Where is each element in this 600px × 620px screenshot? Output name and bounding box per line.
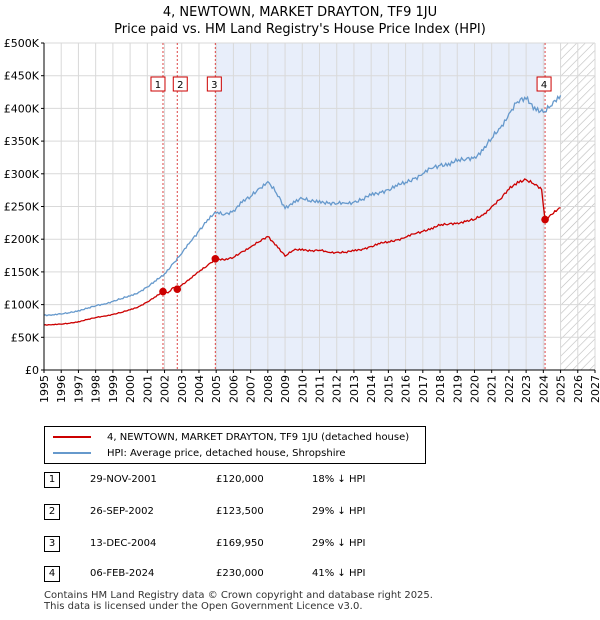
x-tick-label: 2023 — [520, 375, 533, 403]
x-tick-label: 2002 — [159, 375, 172, 403]
sale-hpi-diff: 18% ↓ HPI — [312, 474, 366, 485]
x-tick-label: 2011 — [314, 375, 327, 403]
x-tick-label: 2019 — [451, 375, 464, 403]
sale-marker-label: 3 — [211, 80, 217, 91]
y-tick-label: £350K — [4, 135, 40, 148]
x-tick-label: 2025 — [555, 375, 568, 403]
y-tick-label: £100K — [4, 299, 40, 312]
x-tick-label: 2013 — [348, 375, 361, 403]
property-line — [44, 178, 561, 326]
title-line-1: 4, NEWTOWN, MARKET DRAYTON, TF9 1JU — [162, 5, 438, 20]
legend-swatch-property — [53, 436, 91, 438]
legend: 4, NEWTOWN, MARKET DRAYTON, TF9 1JU (det… — [44, 426, 426, 464]
sale-point — [541, 215, 549, 224]
sale-price: £230,000 — [216, 568, 264, 579]
x-tick-label: 2027 — [589, 375, 600, 403]
sale-number-badge: 1 — [44, 472, 60, 488]
x-tick-label: 2018 — [434, 375, 447, 403]
sale-marker-box-frame — [150, 76, 166, 92]
legend-item-hpi: HPI: Average price, detached house, Shro… — [53, 445, 346, 461]
sale-row: 2 26-SEP-2002 £123,500 29% ↓ HPI — [44, 504, 464, 522]
sale-price: £169,950 — [216, 538, 264, 549]
legend-label-hpi: HPI: Average price, detached house, Shro… — [107, 447, 346, 459]
x-tick-label: 2003 — [176, 375, 189, 403]
sale-row: 4 06-FEB-2024 £230,000 41% ↓ HPI — [44, 566, 464, 584]
x-tick-label: 2008 — [262, 375, 275, 403]
x-tick-label: 2000 — [124, 375, 137, 403]
sale-marker-label: 2 — [177, 80, 183, 91]
x-tick-label: 2017 — [417, 375, 430, 403]
x-tick-label: 2024 — [537, 375, 550, 403]
y-tick-label: £250K — [4, 201, 40, 214]
x-tick-label: 2012 — [331, 375, 344, 403]
sale-price: £120,000 — [216, 474, 264, 485]
legend-swatch-hpi — [53, 452, 91, 454]
price-chart: 1 2 3 4 £0 £50K £100K £150K £200K £250K £300K £350… — [4, 37, 600, 403]
title-line-2: Price paid vs. HM Land Registry's House … — [114, 22, 486, 37]
x-tick-label: 1995 — [38, 375, 51, 403]
y-tick-label: £450K — [4, 70, 40, 83]
sale-number-badge: 4 — [44, 566, 60, 582]
x-tick-label: 2022 — [503, 375, 516, 403]
y-tick-label: £50K — [11, 331, 40, 344]
hpi-line — [44, 94, 562, 317]
x-tick-label: 1999 — [107, 375, 120, 403]
sale-row: 3 13-DEC-2004 £169,950 29% ↓ HPI — [44, 536, 464, 554]
sale-hpi-diff: 29% ↓ HPI — [312, 506, 366, 517]
chart-title: 4, NEWTOWN, MARKET DRAYTON, TF9 1JU Pric… — [0, 4, 600, 38]
sale-point — [211, 255, 220, 263]
x-tick-label: 2015 — [382, 375, 395, 403]
footer-copyright: Contains HM Land Registry data © Crown c… — [44, 590, 433, 601]
sale-marker-box: 3 — [206, 76, 222, 92]
x-tick-label: 2026 — [572, 375, 585, 403]
x-tick-label: 2004 — [193, 375, 206, 403]
x-tick-label: 2014 — [365, 375, 378, 403]
sale-marker-label: 4 — [541, 80, 547, 91]
sale-marker-box: 4 — [536, 76, 552, 92]
sale-hpi-diff: 29% ↓ HPI — [312, 538, 366, 549]
sale-point — [159, 287, 167, 296]
sale-marker-label: 1 — [155, 80, 161, 91]
sale-marker-box-frame — [206, 76, 222, 92]
x-tick-label: 1998 — [90, 375, 103, 403]
sale-marker-box-frame — [172, 76, 188, 92]
sale-marker-box: 2 — [172, 76, 188, 92]
sale-date: 06-FEB-2024 — [90, 568, 155, 579]
sale-date: 13-DEC-2004 — [90, 538, 157, 549]
x-tick-label: 2021 — [486, 375, 499, 403]
sale-price: £123,500 — [216, 506, 264, 517]
y-tick-label: £500K — [4, 37, 40, 50]
y-tick-label: £0 — [25, 364, 39, 377]
sale-marker-box: 1 — [150, 76, 166, 92]
y-tick-label: £300K — [4, 168, 40, 181]
sale-hpi-diff: 41% ↓ HPI — [312, 568, 366, 579]
y-tick-label: £200K — [4, 233, 40, 246]
sale-number-badge: 2 — [44, 504, 60, 520]
sale-date: 26-SEP-2002 — [90, 506, 154, 517]
legend-label-property: 4, NEWTOWN, MARKET DRAYTON, TF9 1JU (det… — [107, 431, 410, 443]
sale-point — [173, 285, 182, 294]
x-tick-label: 2009 — [279, 375, 292, 403]
sale-date: 29-NOV-2001 — [90, 474, 157, 485]
x-tick-label: 2020 — [468, 375, 481, 403]
x-tick-label: 2010 — [296, 375, 309, 403]
legend-item-property: 4, NEWTOWN, MARKET DRAYTON, TF9 1JU (det… — [53, 429, 409, 445]
footer: Contains HM Land Registry data © Crown c… — [44, 590, 433, 612]
x-tick-label: 2007 — [245, 375, 258, 403]
sale-number-badge: 3 — [44, 536, 60, 552]
x-tick-label: 1996 — [55, 375, 68, 403]
x-tick-label: 2001 — [141, 375, 154, 403]
sale-marker-box-frame — [536, 76, 552, 92]
y-tick-label: £400K — [4, 102, 40, 115]
x-tick-label: 1997 — [72, 375, 85, 403]
x-tick-label: 2016 — [400, 375, 413, 403]
x-tick-label: 2006 — [227, 375, 240, 403]
x-tick-label: 2005 — [210, 375, 223, 403]
sale-row: 1 29-NOV-2001 £120,000 18% ↓ HPI — [44, 472, 464, 490]
footer-licence: This data is licensed under the Open Gov… — [44, 601, 363, 612]
y-tick-label: £150K — [4, 266, 40, 279]
